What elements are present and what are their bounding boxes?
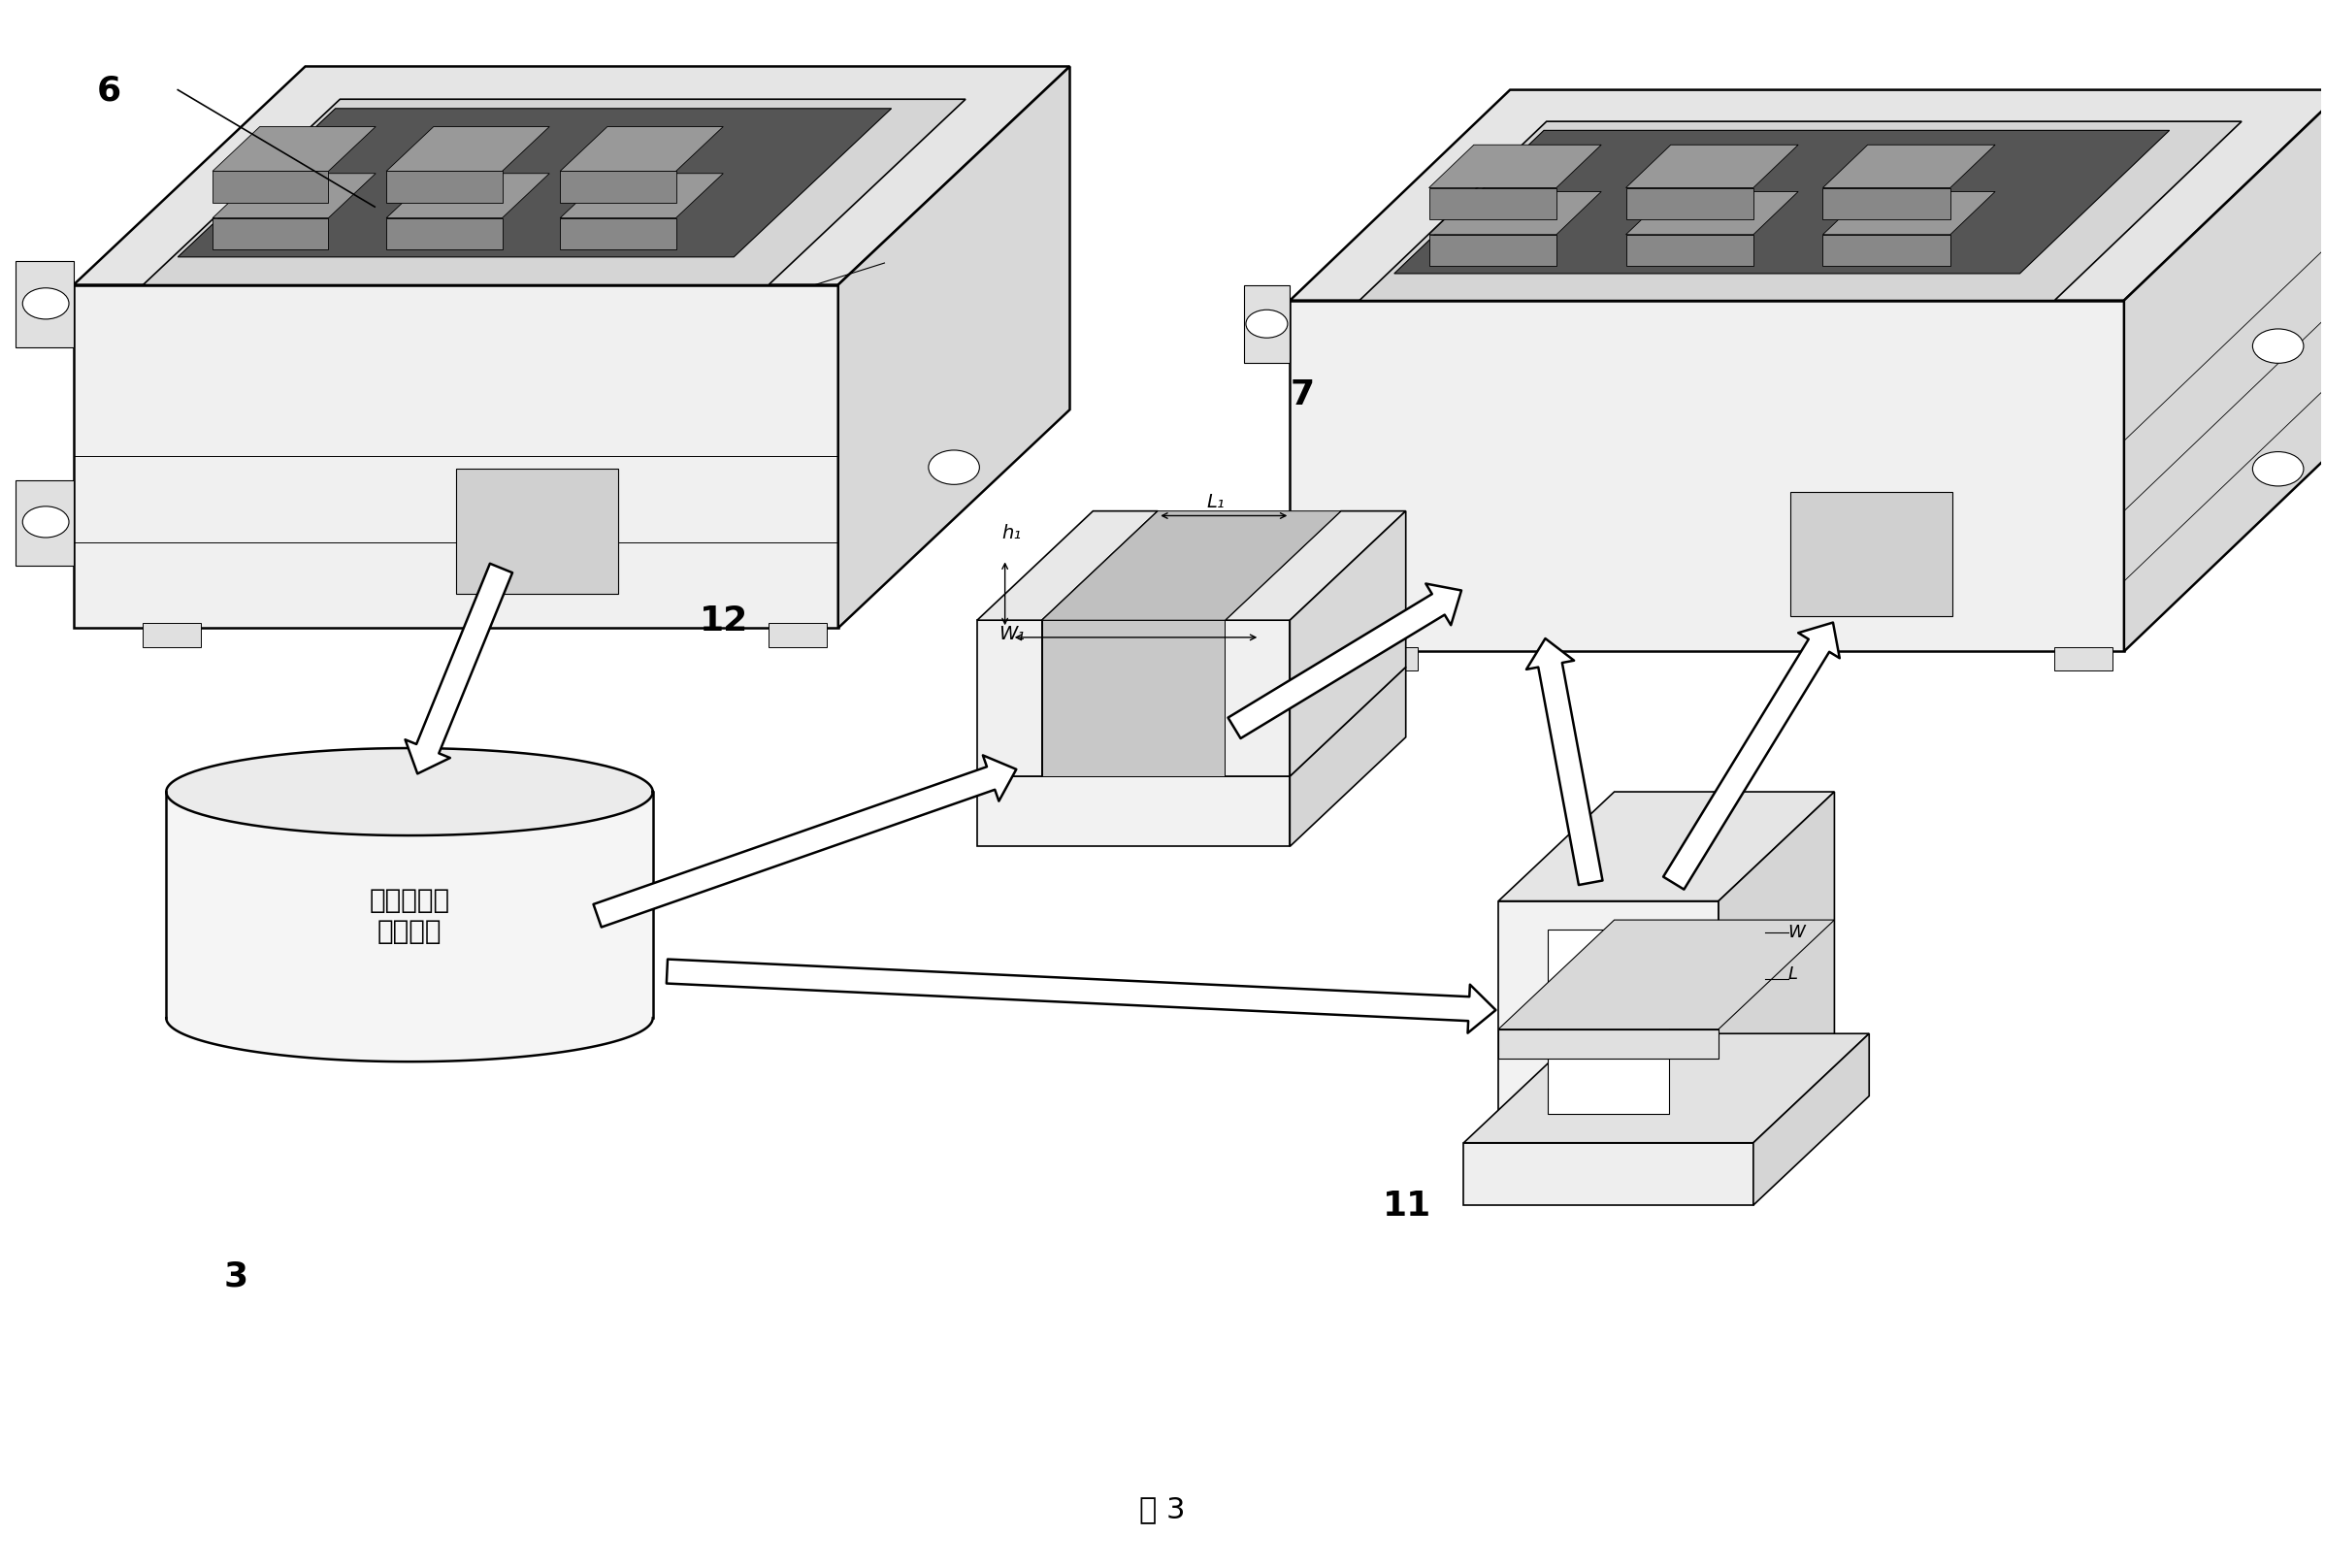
Polygon shape	[1823, 144, 1995, 188]
Polygon shape	[837, 66, 1070, 629]
Polygon shape	[1395, 130, 2169, 273]
Polygon shape	[1430, 188, 1555, 220]
FancyArrowPatch shape	[593, 756, 1016, 927]
FancyArrowPatch shape	[405, 563, 512, 773]
Polygon shape	[1823, 235, 1951, 267]
Text: 6: 6	[98, 74, 121, 107]
Bar	[144, 624, 200, 646]
FancyArrowPatch shape	[1228, 583, 1462, 739]
Polygon shape	[386, 127, 549, 171]
Polygon shape	[560, 174, 723, 218]
Text: 3: 3	[223, 1259, 249, 1292]
Polygon shape	[976, 621, 1042, 776]
Bar	[1548, 930, 1669, 1113]
Polygon shape	[167, 748, 653, 836]
Bar	[1360, 646, 1418, 670]
Polygon shape	[1225, 511, 1407, 621]
Polygon shape	[1625, 144, 1797, 188]
Polygon shape	[386, 174, 549, 218]
Polygon shape	[1290, 89, 2325, 301]
Polygon shape	[1042, 511, 1342, 621]
Text: 图 3: 图 3	[1139, 1496, 1186, 1524]
Polygon shape	[1042, 621, 1225, 776]
Polygon shape	[165, 792, 653, 1062]
Text: 12: 12	[700, 605, 749, 638]
Bar	[1790, 491, 1953, 616]
Polygon shape	[386, 171, 502, 202]
Polygon shape	[74, 285, 837, 629]
Polygon shape	[212, 127, 377, 171]
Circle shape	[23, 289, 70, 320]
Polygon shape	[1753, 1033, 1869, 1206]
Polygon shape	[2125, 89, 2325, 651]
Polygon shape	[976, 776, 1290, 847]
Polygon shape	[1625, 191, 1797, 235]
Polygon shape	[1225, 621, 1290, 776]
Circle shape	[23, 506, 70, 538]
Bar	[456, 469, 618, 594]
Text: h₁: h₁	[1002, 524, 1021, 543]
Circle shape	[928, 450, 979, 485]
Polygon shape	[212, 171, 328, 202]
Polygon shape	[560, 171, 677, 202]
Polygon shape	[1430, 191, 1602, 235]
Polygon shape	[1290, 511, 1407, 776]
Text: 7: 7	[1290, 378, 1314, 411]
Polygon shape	[1430, 144, 1602, 188]
Polygon shape	[1497, 792, 1834, 902]
Polygon shape	[1823, 188, 1951, 220]
Circle shape	[2253, 452, 2304, 486]
Polygon shape	[1497, 920, 1834, 1029]
Polygon shape	[560, 127, 723, 171]
Polygon shape	[1625, 235, 1753, 267]
Polygon shape	[1465, 1033, 1869, 1143]
Circle shape	[1246, 310, 1288, 337]
Polygon shape	[212, 218, 328, 249]
Polygon shape	[74, 66, 1070, 285]
Polygon shape	[1497, 1029, 1718, 1058]
FancyArrowPatch shape	[1662, 622, 1839, 889]
Polygon shape	[212, 174, 377, 218]
Polygon shape	[1042, 511, 1158, 776]
Text: 11: 11	[1383, 1190, 1432, 1223]
Bar	[2055, 646, 2113, 670]
Polygon shape	[386, 218, 502, 249]
Polygon shape	[16, 262, 74, 347]
FancyArrowPatch shape	[1525, 638, 1602, 884]
Polygon shape	[1430, 235, 1555, 267]
Text: L: L	[1788, 966, 1797, 983]
Circle shape	[1246, 536, 1288, 564]
Text: 模具局部结
构模块库: 模具局部结 构模块库	[370, 887, 449, 946]
Bar	[770, 624, 828, 646]
Polygon shape	[1360, 121, 2241, 301]
FancyArrowPatch shape	[667, 960, 1495, 1033]
Polygon shape	[144, 99, 965, 285]
Polygon shape	[1244, 285, 1290, 362]
Circle shape	[2253, 329, 2304, 364]
Polygon shape	[560, 218, 677, 249]
Polygon shape	[16, 480, 74, 566]
Polygon shape	[1244, 511, 1290, 590]
Polygon shape	[1290, 301, 2125, 651]
Polygon shape	[976, 511, 1158, 621]
Text: L₁: L₁	[1207, 492, 1225, 511]
Polygon shape	[1497, 902, 1718, 1143]
Polygon shape	[1625, 188, 1753, 220]
Polygon shape	[1823, 191, 1995, 235]
Polygon shape	[1290, 666, 1407, 847]
Polygon shape	[177, 108, 890, 257]
Text: W: W	[1788, 924, 1804, 941]
Polygon shape	[1718, 792, 1834, 1143]
Text: W₁: W₁	[1000, 626, 1025, 643]
Polygon shape	[976, 666, 1407, 776]
Polygon shape	[1465, 1143, 1753, 1206]
